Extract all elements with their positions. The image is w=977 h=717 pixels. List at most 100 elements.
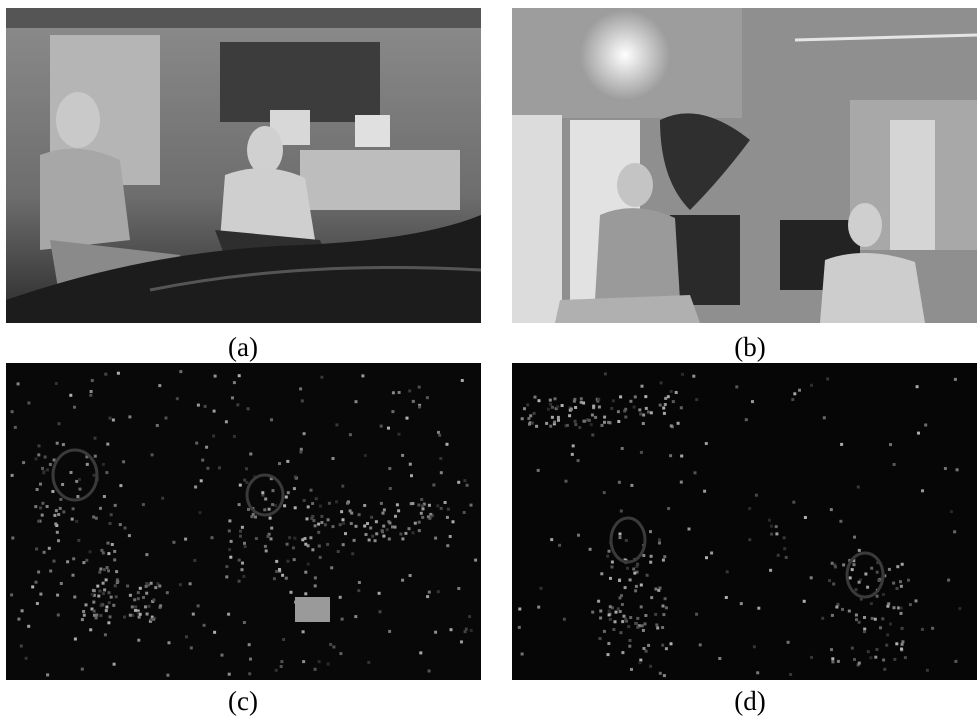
speckle bbox=[557, 418, 560, 422]
speckle bbox=[275, 559, 279, 563]
speckle bbox=[411, 531, 415, 535]
speckle bbox=[417, 385, 421, 389]
speckle bbox=[263, 544, 267, 548]
speckle bbox=[249, 452, 253, 456]
speckle bbox=[924, 423, 928, 427]
speckle bbox=[421, 504, 425, 508]
speckle bbox=[661, 643, 665, 647]
speckle bbox=[582, 401, 586, 405]
speckle bbox=[114, 595, 118, 599]
speckle bbox=[658, 403, 662, 407]
speckle bbox=[425, 396, 429, 400]
speckle bbox=[589, 423, 593, 427]
speckle bbox=[57, 422, 61, 426]
speckle bbox=[830, 648, 833, 652]
speckle bbox=[158, 584, 162, 588]
speckle bbox=[46, 468, 49, 472]
speckle bbox=[618, 579, 621, 582]
speckle bbox=[241, 561, 244, 565]
speckle bbox=[239, 534, 242, 538]
speckle bbox=[70, 517, 74, 521]
speckle bbox=[863, 630, 866, 634]
speckle bbox=[236, 403, 240, 407]
speckle bbox=[436, 504, 440, 508]
speckle bbox=[313, 667, 317, 671]
speckle bbox=[445, 515, 449, 519]
speckle bbox=[250, 515, 254, 519]
speckle bbox=[351, 552, 355, 556]
speckle bbox=[56, 593, 60, 597]
speckle bbox=[446, 507, 450, 511]
speckle bbox=[649, 560, 653, 564]
speckle bbox=[144, 605, 147, 609]
speckle bbox=[401, 537, 405, 541]
speckle bbox=[451, 520, 455, 524]
speckle bbox=[644, 614, 648, 617]
speckle bbox=[97, 594, 101, 598]
speckle bbox=[656, 626, 660, 630]
speckle bbox=[101, 462, 105, 466]
speckle bbox=[166, 673, 170, 677]
speckle bbox=[150, 453, 154, 457]
speckle bbox=[550, 405, 554, 409]
speckle bbox=[272, 577, 276, 581]
speckle bbox=[136, 591, 140, 595]
speckle bbox=[645, 573, 649, 577]
speckle bbox=[548, 398, 552, 402]
speckle bbox=[161, 496, 165, 500]
speckle bbox=[227, 529, 231, 533]
speckle bbox=[832, 582, 836, 586]
speckle bbox=[270, 526, 274, 530]
speckle bbox=[641, 422, 645, 425]
speckle bbox=[537, 605, 541, 609]
speckle bbox=[304, 542, 308, 546]
speckle bbox=[666, 395, 670, 399]
speckle bbox=[955, 468, 959, 472]
speckle bbox=[366, 522, 369, 525]
speckle bbox=[128, 613, 132, 617]
speckle bbox=[107, 552, 111, 556]
speckle bbox=[744, 418, 748, 422]
speckle bbox=[312, 519, 316, 523]
speckle bbox=[621, 651, 625, 655]
speckle bbox=[133, 598, 137, 602]
speckle bbox=[644, 406, 648, 410]
speckle bbox=[317, 522, 321, 526]
speckle bbox=[342, 521, 345, 525]
speckle bbox=[261, 491, 265, 495]
speckle bbox=[810, 383, 813, 387]
speckle bbox=[609, 576, 612, 580]
speckle bbox=[669, 642, 673, 646]
speckle bbox=[43, 455, 47, 459]
speckle bbox=[870, 616, 874, 620]
speckle bbox=[687, 527, 691, 531]
speckle bbox=[122, 460, 126, 464]
speckle bbox=[639, 450, 643, 454]
speckle bbox=[357, 589, 361, 593]
speckle bbox=[94, 516, 98, 520]
speckle bbox=[138, 612, 142, 616]
speckle bbox=[336, 550, 340, 553]
speckle bbox=[663, 555, 667, 559]
speckle bbox=[34, 457, 38, 461]
speckle bbox=[809, 576, 813, 580]
speckle bbox=[278, 462, 281, 466]
speckle bbox=[278, 568, 281, 571]
speckle bbox=[623, 586, 627, 590]
speckle bbox=[363, 524, 367, 528]
speckle bbox=[288, 536, 292, 540]
speckle bbox=[284, 576, 288, 580]
speckle bbox=[893, 657, 897, 661]
speckle bbox=[243, 541, 246, 545]
speckle bbox=[583, 419, 587, 423]
speckle bbox=[646, 410, 650, 414]
speckle bbox=[599, 609, 603, 613]
speckle bbox=[227, 672, 231, 676]
speckle bbox=[227, 612, 231, 616]
speckle bbox=[833, 563, 837, 567]
speckle bbox=[915, 385, 919, 389]
speckle bbox=[99, 614, 103, 617]
speckle bbox=[854, 588, 858, 592]
speckle bbox=[841, 607, 844, 611]
speckle bbox=[385, 528, 389, 532]
